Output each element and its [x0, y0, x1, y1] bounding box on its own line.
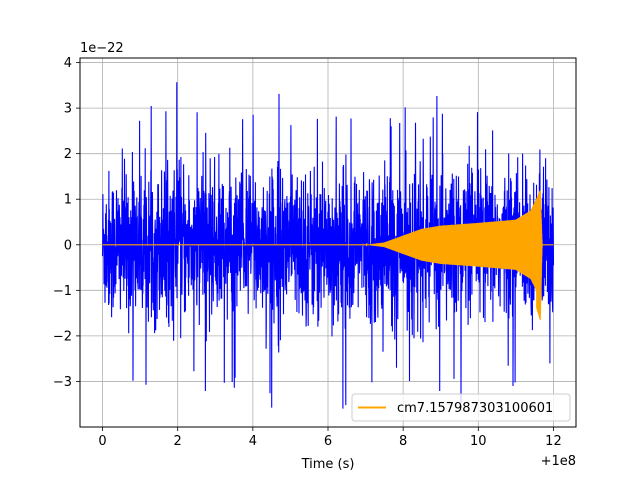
legend-box [351, 393, 571, 422]
x-tick-label: 4 [249, 434, 257, 449]
y-tick-label: 1 [64, 193, 72, 208]
x-tick-label: 8 [399, 434, 407, 449]
x-axis-ticks: 0 2 4 6 8 10 12 [98, 427, 562, 449]
x-tick-label: 10 [470, 434, 487, 449]
y-axis-ticks: −3 −2 −1 0 1 2 3 4 [53, 56, 80, 390]
y-tick-label: −1 [53, 284, 72, 299]
y-tick-label: 2 [64, 147, 72, 162]
y-tick-label: 3 [64, 102, 72, 117]
y-scale-label: 1e−22 [80, 41, 124, 56]
x-tick-label: 6 [324, 434, 332, 449]
y-tick-label: −2 [53, 329, 72, 344]
y-tick-label: −3 [53, 375, 72, 390]
legend-label-chirp: cm7.157987303100601 [397, 401, 553, 416]
x-tick-label: 2 [174, 434, 182, 449]
y-tick-label: 0 [64, 238, 72, 253]
x-offset-label: +1e8 [541, 454, 576, 469]
x-tick-label: 0 [98, 434, 106, 449]
x-axis-label: Time (s) [301, 457, 355, 472]
y-tick-label: 4 [64, 56, 72, 71]
x-tick-label: 12 [545, 434, 562, 449]
legend: cm7.157987303100601 [351, 393, 571, 422]
series-chirp [102, 190, 554, 320]
chirp-line [102, 190, 554, 320]
